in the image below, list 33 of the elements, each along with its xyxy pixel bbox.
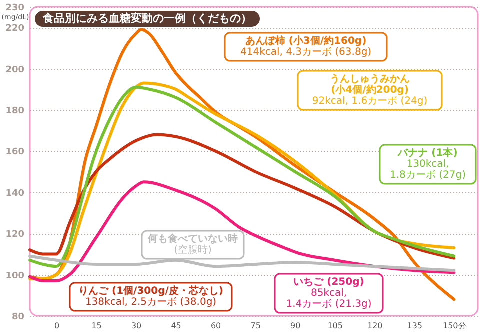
x-tick-label: 15 [92,322,102,330]
y-tick-label: 120 [6,230,24,240]
chart-title: 食品別にみる血糖変動の一例（くだもの） [42,12,252,25]
x-tick-label: 135 [407,322,423,330]
y-tick-label: 160 [6,148,24,158]
annotation: 414kcal, 4.3カーボ (63.8g) [240,47,372,58]
x-tick-label: 45 [171,322,182,330]
text: バナナ (1本) [397,147,458,159]
text: りんご (1個/300g/皮・芯なし) [78,285,224,297]
annotation: 138kcal, 2.5カーボ (38.0g) [85,297,217,308]
annotation: 130kcal, 1.8カーボ (27g) [390,159,466,181]
text: あんぽ柿 (小3個/約160g) [245,35,367,47]
series-label: 何も食べていない時 [147,233,238,245]
x-tick-label: 105 [328,322,343,330]
x-tick-label: 150分 [443,322,466,330]
x-tick-label: 0 [54,322,60,330]
y-tick-label: 80 [12,312,24,322]
y-tick-label: 100 [6,271,24,282]
series-label: いちご (250g) [294,277,364,288]
x-tick-label: 120 [367,322,383,330]
x-tick-label: 90 [290,322,301,330]
y-tick-label: 230 [6,4,24,14]
y-tick-label: 140 [6,188,24,199]
annotation: (空腹時) [174,244,212,256]
x-tick-label: 30 [131,322,142,330]
text: うんしゅうみかん (小4個/約200g) [330,74,410,96]
annotation: 92kcal, 1.6カーボ (24g) [312,96,428,107]
annotation: 85kcal, 1.4カーボ (21.3g) [286,288,372,310]
y-tick-label: 180 [6,106,24,116]
y-tick-label: 220 [6,24,24,34]
y-tick-label: 200 [6,65,24,76]
x-tick-label: 75 [250,322,261,330]
x-tick-label: 60 [210,322,222,330]
